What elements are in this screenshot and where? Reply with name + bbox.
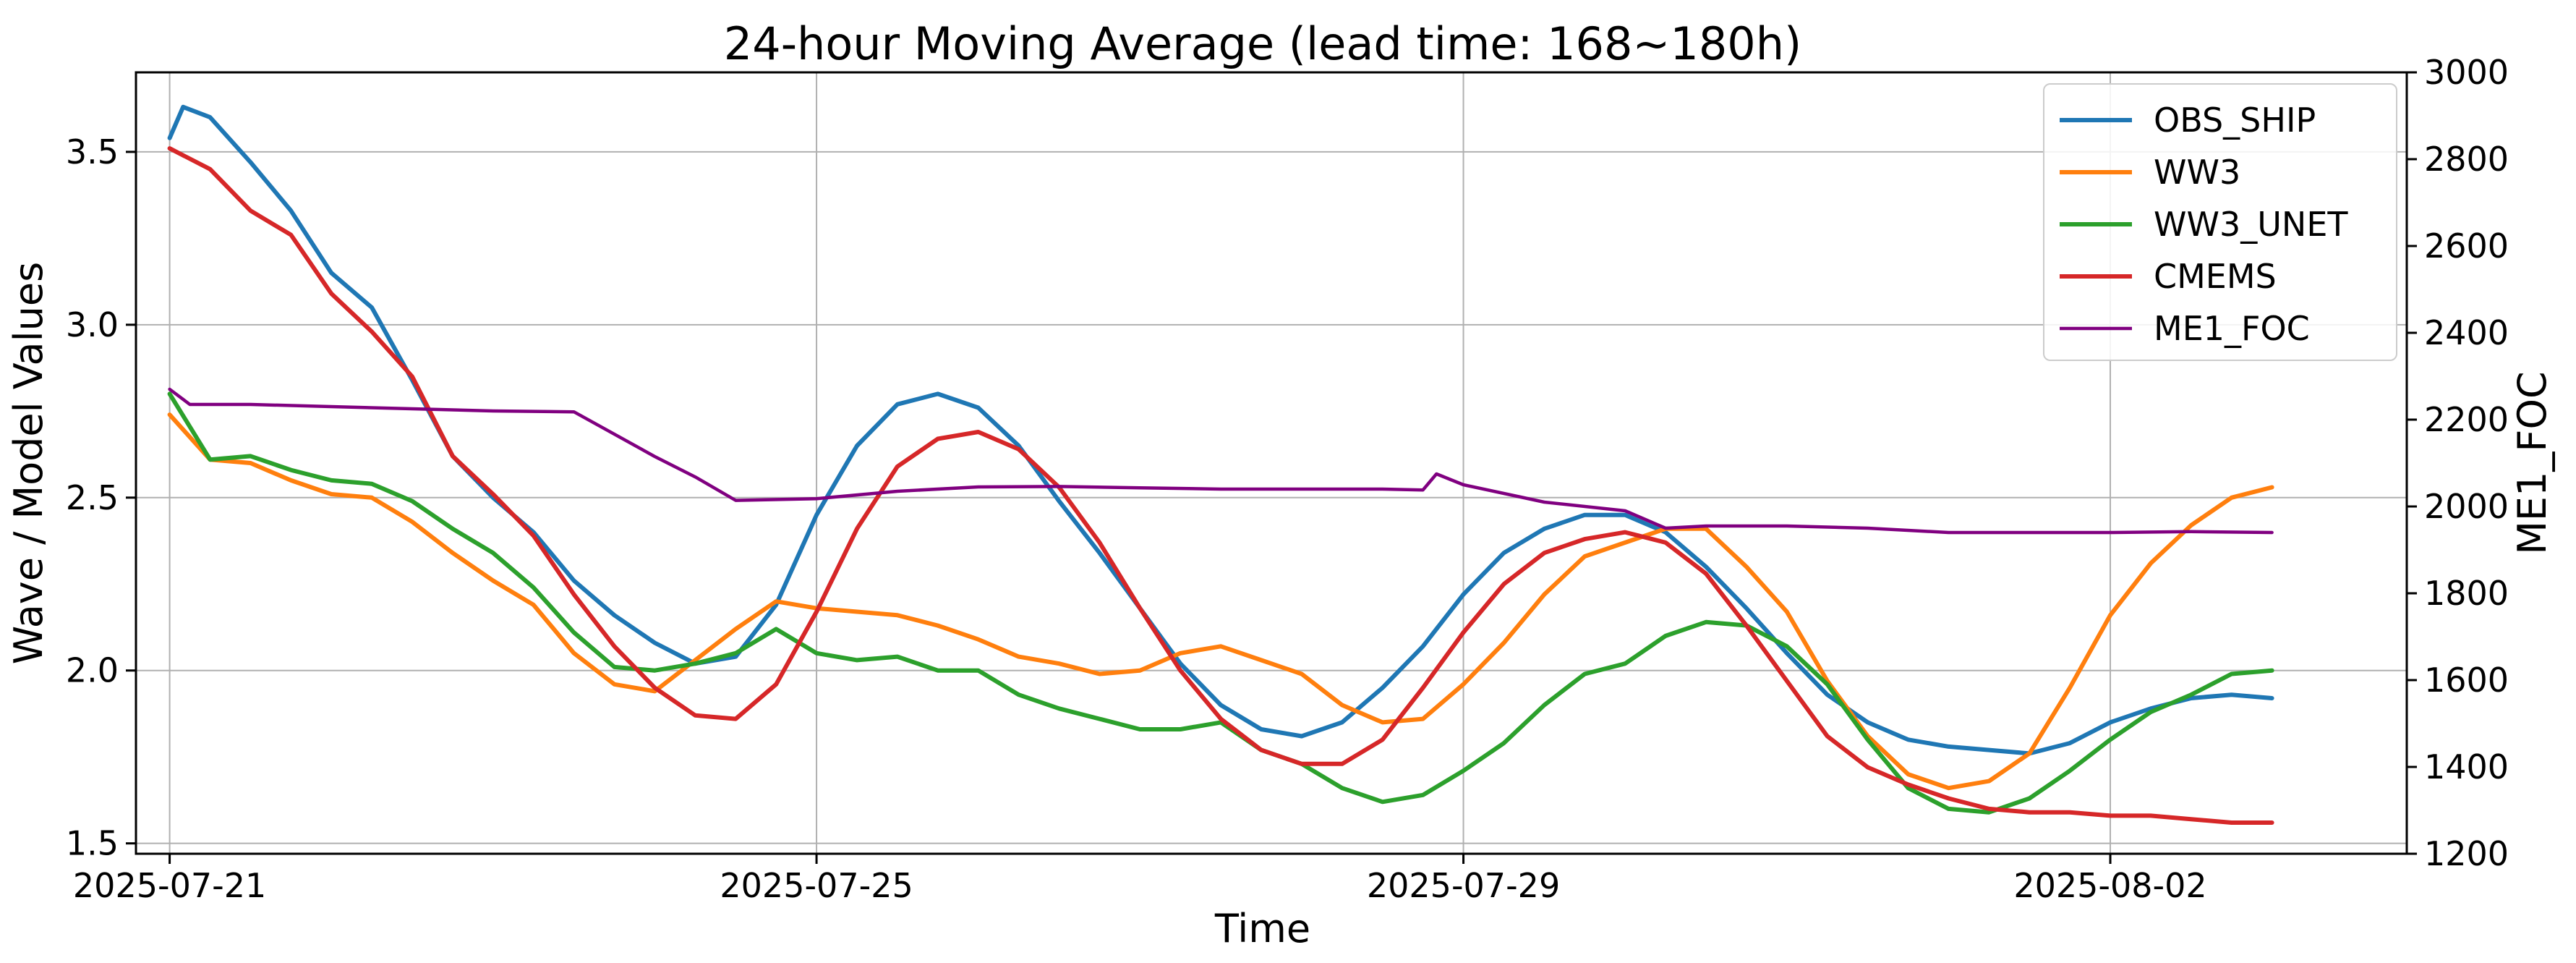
series-line-cmems [167, 146, 2274, 825]
series-line-me1-foc [168, 387, 2274, 535]
x-tick-label: 2025-07-29 [1367, 866, 1560, 905]
series-lines [167, 104, 2274, 825]
y2-tick-label: 1200 [2424, 834, 2509, 873]
y-axis-title: Wave / Model Values [6, 262, 51, 664]
y-tick-label: 1.5 [66, 824, 119, 863]
y-tick-label: 2.0 [66, 651, 119, 690]
legend: OBS_SHIP WW3 WW3_UNET CMEMS ME1_FOC [2043, 83, 2397, 361]
axis-ticks: 2025-07-21 2025-07-25 2025-07-29 2025-08-02… [66, 53, 2509, 905]
x-tick-label: 2025-08-02 [2013, 866, 2206, 905]
y2-tick-label: 1800 [2424, 574, 2509, 613]
y2-tick-label: 3000 [2424, 53, 2509, 92]
y2-tick-label: 2200 [2424, 400, 2509, 439]
x-tick-label: 2025-07-25 [720, 866, 913, 905]
series-line-ww3 [167, 412, 2274, 791]
legend-box [2043, 83, 2397, 361]
legend-label: ME1_FOC [2154, 309, 2310, 348]
series-line-ww3-unet [167, 391, 2274, 815]
x-axis-title: Time [1214, 906, 1310, 951]
y-tick-label: 3.0 [66, 305, 119, 344]
y-tick-label: 2.5 [66, 478, 119, 517]
plot-frame [135, 71, 2408, 855]
y-tick-label: 3.5 [66, 132, 119, 171]
legend-label: WW3 [2154, 153, 2240, 192]
y2-tick-label: 2600 [2424, 226, 2509, 266]
grid [136, 72, 2407, 854]
y2-tick-label: 2400 [2424, 313, 2509, 352]
x-tick-label: 2025-07-21 [73, 866, 266, 905]
y2-tick-label: 1600 [2424, 661, 2509, 700]
chart-title: 24-hour Moving Average (lead time: 168~1… [724, 17, 1801, 70]
y2-tick-label: 2800 [2424, 140, 2509, 179]
legend-label: OBS_SHIP [2154, 101, 2316, 140]
legend-label: WW3_UNET [2154, 205, 2348, 244]
y2-tick-label: 2000 [2424, 487, 2509, 526]
legend-label: CMEMS [2154, 257, 2277, 296]
y2-tick-label: 1400 [2424, 747, 2509, 786]
y2-axis-title: ME1_FOC [2509, 371, 2555, 554]
